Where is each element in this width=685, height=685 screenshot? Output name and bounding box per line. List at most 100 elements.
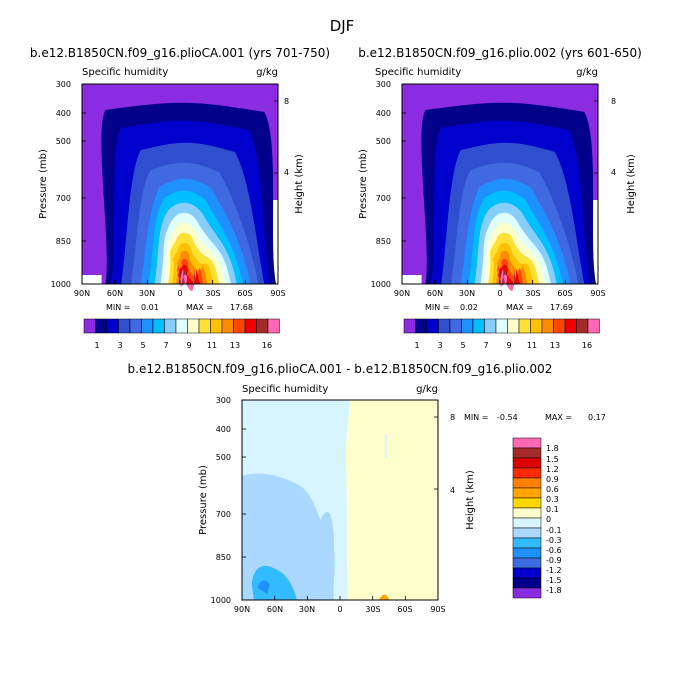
colorbar-swatch (512, 587, 542, 599)
colorbar-swatch (553, 318, 566, 334)
panel-top-right: b.e12.B1850CN.f09_g16.plio.002 (yrs 601-… (358, 46, 642, 350)
contour-level (499, 268, 517, 288)
colorbar-swatch (512, 537, 542, 549)
y-tick-label: 400 (216, 425, 231, 434)
colorbar-label: 1.8 (546, 444, 559, 453)
max-value: 17.69 (550, 303, 573, 312)
colorbar-label: -1.2 (546, 566, 562, 575)
height-tick-label: 4 (450, 486, 455, 495)
x-ticks: 90N 60N 30N 0 30S 60S 90S (74, 289, 286, 298)
max-value: 17.68 (230, 303, 253, 312)
y-tick-label: 850 (376, 237, 391, 246)
tick-marks (401, 83, 599, 285)
y-tick-label: 850 (56, 237, 71, 246)
x-tick-label: 60N (107, 289, 123, 298)
y-ticks: 300 400 500 700 850 1000 (371, 80, 391, 289)
colorbar-swatch (461, 318, 474, 334)
colorbar-swatch (512, 477, 542, 489)
x-tick-label: 30N (299, 605, 315, 614)
missing-data (272, 200, 278, 284)
y-tick-label: 500 (56, 137, 71, 146)
max-label: MAX = (186, 303, 213, 312)
colorbar-swatch (587, 318, 600, 334)
missing-data (82, 275, 102, 284)
colorbar (403, 318, 600, 334)
panel-top-left: b.e12.B1850CN.f09_g16.plioCA.001 (yrs 70… (30, 46, 330, 350)
colorbar-label: 5 (460, 341, 465, 350)
colorbar-label: -1.5 (546, 576, 562, 585)
min-value: 0.02 (460, 303, 478, 312)
plot-area (82, 84, 278, 291)
y-ticks-right: 8 4 (284, 97, 289, 177)
contour-positive (345, 400, 438, 600)
colorbar-label: -0.3 (546, 536, 562, 545)
colorbar-swatch (210, 318, 223, 334)
y-tick-label: 1000 (371, 280, 391, 289)
contour-level (500, 269, 514, 291)
colorbar-labels: 1 3 5 7 9 11 13 16 (94, 341, 272, 350)
y-tick-label: 300 (56, 80, 71, 89)
colorbar-label: 11 (527, 341, 537, 350)
x-tick-label: 60S (557, 289, 572, 298)
colorbar-swatch (83, 318, 96, 334)
panel-title: b.e12.B1850CN.f09_g16.plioCA.001 (yrs 70… (30, 46, 330, 60)
x-tick-label: 90N (74, 289, 90, 298)
y-tick-label: 700 (56, 194, 71, 203)
x-tick-label: 30S (365, 605, 380, 614)
colorbar-swatch (530, 318, 543, 334)
x-ticks: 90N 60N 30N 0 30S 60S 90S (234, 605, 446, 614)
units-label: g/kg (256, 67, 278, 78)
colorbar-vertical (512, 437, 542, 599)
colorbar-swatch (403, 318, 416, 334)
colorbar-swatch (198, 318, 211, 334)
colorbar-label: 0.3 (546, 495, 559, 504)
y-tick-label: 700 (216, 510, 231, 519)
colorbar-label: 13 (230, 341, 240, 350)
colorbar-swatch (564, 318, 577, 334)
colorbar-label: -0.1 (546, 526, 562, 535)
x-tick-label: 90N (234, 605, 250, 614)
colorbar-swatch (152, 318, 165, 334)
x-tick-label: 60S (397, 605, 412, 614)
x-tick-label: 60S (237, 289, 252, 298)
colorbar-label: -1.8 (546, 586, 562, 595)
variable-label: Specific humidity (82, 67, 168, 78)
tick-marks (81, 83, 279, 285)
min-value: 0.01 (141, 303, 159, 312)
max-label: MAX = (545, 413, 572, 422)
colorbar-label: 1 (94, 341, 99, 350)
colorbar-swatch (576, 318, 589, 334)
colorbar-swatch (512, 447, 542, 459)
y-axis-label: Pressure (mb) (198, 465, 209, 535)
colorbar-label: 3 (117, 341, 122, 350)
colorbar-label: 0 (546, 515, 551, 524)
colorbar-swatch (512, 487, 542, 499)
colorbar-swatch (221, 318, 234, 334)
y-tick-label: 400 (376, 109, 391, 118)
colorbar-label: 9 (186, 341, 191, 350)
colorbar-swatch (106, 318, 119, 334)
panel-title: b.e12.B1850CN.f09_g16.plio.002 (yrs 601-… (358, 46, 642, 60)
contour-level (180, 269, 194, 291)
x-tick-label: 30S (205, 289, 220, 298)
colorbar-swatch (95, 318, 108, 334)
contour-negative-strong (251, 565, 297, 600)
y-tick-label: 1000 (211, 596, 231, 605)
variable-label: Specific humidity (242, 384, 328, 395)
x-tick-label: 60N (267, 605, 283, 614)
x-tick-label: 30N (139, 289, 155, 298)
colorbar-swatch (512, 527, 542, 539)
colorbar-swatch (512, 457, 542, 469)
colorbar-swatch (244, 318, 257, 334)
colorbar-swatch (118, 318, 131, 334)
contour-negative-strongest (257, 580, 270, 594)
x-tick-label: 0 (337, 605, 342, 614)
x-tick-label: 0 (177, 289, 182, 298)
colorbar-labels: 1 3 5 7 9 11 13 16 (414, 341, 592, 350)
colorbar-label: 9 (506, 341, 511, 350)
colorbar-swatch (541, 318, 554, 334)
panel-bottom: b.e12.B1850CN.f09_g16.plioCA.001 - b.e12… (128, 362, 606, 614)
colorbar-swatch (129, 318, 142, 334)
x-tick-label: 90S (430, 605, 445, 614)
